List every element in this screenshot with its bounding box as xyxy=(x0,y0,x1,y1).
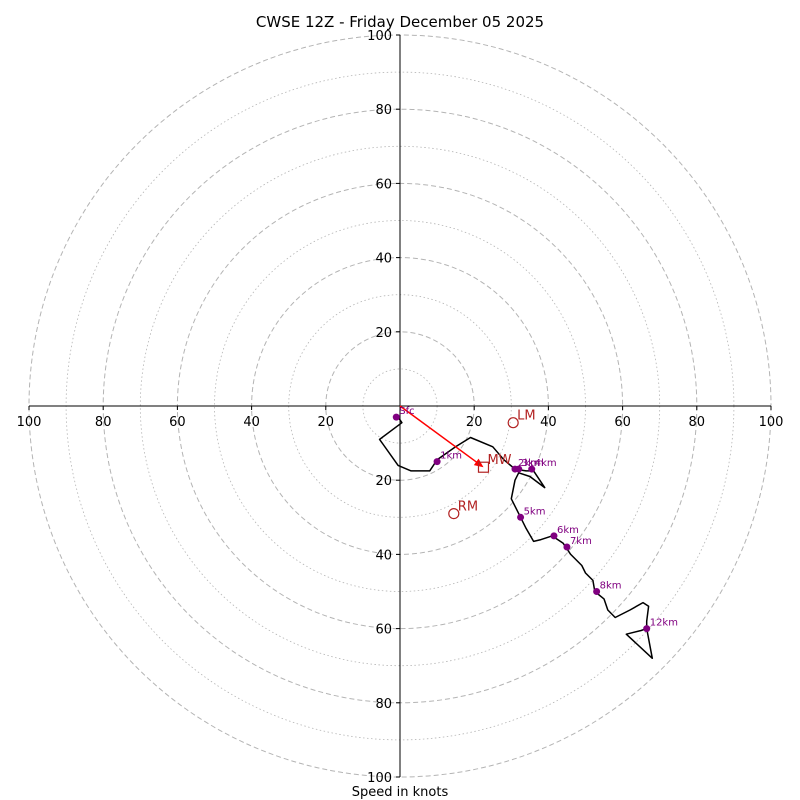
storm-motion-markers: LM MW RM xyxy=(399,405,536,520)
height-label-1km: 1km xyxy=(440,451,462,462)
height-point-6km xyxy=(550,532,558,540)
x-tick-label: 80 xyxy=(689,415,706,430)
storm-motion-lm-label: LM xyxy=(517,409,535,424)
height-point-8km xyxy=(593,588,601,595)
storm-motion-mw-marker xyxy=(477,461,490,473)
y-tick-label: 40 xyxy=(375,252,392,267)
height-point-7km xyxy=(563,543,571,551)
height-label-3km: 3km xyxy=(522,458,544,469)
y-tick-label: 60 xyxy=(375,623,392,638)
height-point-3km xyxy=(515,465,523,473)
x-tick-label: 100 xyxy=(17,415,42,430)
x-tick-label: 80 xyxy=(95,415,112,430)
y-tick-label: 100 xyxy=(367,771,392,786)
mean-wind-arrow xyxy=(399,405,479,464)
x-tick-label: 20 xyxy=(466,415,483,430)
x-tick-label: 60 xyxy=(169,415,186,430)
y-tick-label: 60 xyxy=(375,177,392,192)
x-tick-label: 60 xyxy=(614,415,631,430)
x-tick-label: 40 xyxy=(540,415,557,430)
height-label-6km: 6km xyxy=(557,525,579,536)
height-label-5km: 5km xyxy=(524,506,546,517)
hodograph-trace-line xyxy=(378,416,654,660)
y-tick-label: 80 xyxy=(375,697,392,712)
y-tick-label: 20 xyxy=(375,474,392,489)
height-point-sfc xyxy=(392,413,400,421)
height-label-7km: 7km xyxy=(570,536,592,547)
height-point-5km xyxy=(517,513,525,521)
tick-labels: 100 80 60 40 20 20 40 60 80 100 100 80 60 40 20 20 40 60 8… xyxy=(17,29,784,786)
x-tick-label: 100 xyxy=(759,415,784,430)
y-tick-label: 40 xyxy=(375,548,392,563)
height-label-8km: 8km xyxy=(600,581,622,592)
height-point-12km xyxy=(643,625,651,633)
x-tick-label: 20 xyxy=(318,415,335,430)
height-point-1km xyxy=(433,458,441,466)
wind-trace xyxy=(378,416,654,660)
x-axis-label: Speed in knots xyxy=(352,785,449,800)
height-point-4km xyxy=(528,465,536,473)
storm-motion-lm-marker xyxy=(507,417,519,429)
storm-motion-rm-marker xyxy=(448,507,460,520)
height-label-4km: 4km xyxy=(535,458,557,469)
y-tick-label: 100 xyxy=(367,29,392,44)
height-label-sfc: Sfc xyxy=(399,406,414,417)
y-tick-label: 20 xyxy=(375,326,392,341)
storm-motion-mw-label: MW xyxy=(487,453,511,468)
x-tick-label: 40 xyxy=(243,415,260,430)
chart-title: CWSE 12Z - Friday December 05 2025 xyxy=(256,13,544,31)
height-label-12km: 12km xyxy=(650,618,678,629)
storm-motion-rm-label: RM xyxy=(458,500,478,515)
height-label-2km: 2km xyxy=(518,458,540,469)
y-tick-label: 80 xyxy=(375,103,392,118)
